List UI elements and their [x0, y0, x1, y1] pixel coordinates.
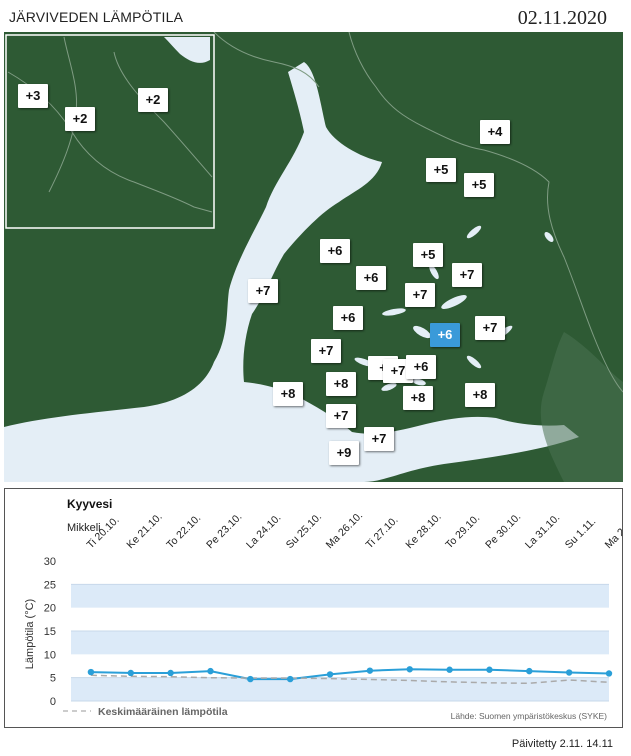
x-tick-label: Pe 30.10.	[483, 511, 523, 551]
lake-chart-panel: 0 5 10 15 20 25 30 Ti 20.10. Ke 21.10. To 22.10.…	[4, 488, 623, 728]
y-tick-label: 25	[44, 579, 56, 591]
temp-label[interactable]: +2	[138, 88, 168, 112]
y-tick-label: 0	[50, 696, 56, 708]
x-tick-label: Ma 26.10.	[324, 510, 366, 552]
x-tick-label: To 29.10.	[443, 512, 482, 551]
data-point	[446, 666, 453, 673]
chart-bands	[71, 583, 609, 702]
temp-label[interactable]: +4	[480, 120, 510, 144]
page-date: 02.11.2020	[517, 7, 607, 29]
x-tick-label: Ti 27.10.	[364, 514, 401, 551]
lake-temperature-line	[90, 668, 610, 681]
x-tick-label: La 31.10.	[523, 512, 562, 551]
data-point	[87, 668, 95, 676]
temp-label[interactable]: +8	[403, 386, 433, 410]
updated-timestamp: Päivitetty 2.11. 14.11	[511, 738, 613, 750]
y-axis-label: Lämpötila (°C)	[24, 599, 36, 669]
y-tick-label: 5	[50, 673, 56, 685]
x-tick-label: Ke 21.10.	[124, 511, 164, 551]
x-tick-label: La 24.10.	[244, 512, 283, 551]
temp-label[interactable]: +5	[413, 243, 443, 267]
map-background	[4, 32, 623, 482]
country-border-north	[213, 32, 320, 88]
data-point	[486, 666, 493, 673]
temp-label[interactable]: +7	[475, 316, 505, 340]
chart-band	[71, 584, 609, 608]
temp-label[interactable]: +5	[464, 173, 494, 197]
temp-label[interactable]: +7	[311, 339, 341, 363]
data-point	[565, 669, 573, 676]
chart-band	[71, 631, 609, 655]
temp-label[interactable]: +6	[356, 266, 386, 290]
chart-points	[87, 666, 613, 683]
y-tick-label: 15	[44, 626, 56, 638]
temp-label[interactable]: +8	[326, 372, 356, 396]
x-tick-label: Su 1.11.	[563, 516, 599, 552]
temp-label[interactable]: +3	[18, 84, 48, 108]
temp-label[interactable]: +6	[320, 239, 350, 263]
lake-temperature-map[interactable]: +3 +2 +2 +4 +5 +5 +6 +5 +6 +7 +7 +7 +6 +…	[4, 32, 623, 482]
x-tick-label: Pe 23.10.	[204, 511, 244, 551]
legend-label[interactable]: Keskimääräinen lämpötila	[98, 706, 228, 718]
temp-label[interactable]: +5	[426, 158, 456, 182]
x-tick-label: Su 25.10.	[284, 511, 324, 551]
data-point	[526, 667, 533, 675]
y-tick-label: 10	[44, 649, 56, 661]
temperature-chart: 0 5 10 15 20 25 30 Ti 20.10. Ke 21.10. To 22.10.…	[24, 497, 622, 721]
lake-name: Kyyvesi	[67, 497, 112, 511]
neighbour-region	[540, 332, 623, 482]
y-axis: 0 5 10 15 20 25 30	[44, 556, 56, 708]
y-tick-label: 30	[44, 556, 56, 568]
lakes	[340, 225, 554, 391]
temp-label[interactable]: +6	[406, 355, 436, 379]
x-axis: Ti 20.10. Ke 21.10. To 22.10. Pe 23.10. La 2…	[85, 510, 622, 552]
chart-lines	[90, 668, 610, 685]
data-point	[207, 667, 214, 675]
country-border	[348, 32, 623, 393]
data-point	[247, 675, 254, 683]
temp-label[interactable]: +6	[333, 306, 363, 330]
temp-label[interactable]: +7	[405, 283, 435, 307]
data-point	[366, 667, 374, 674]
chart-band	[71, 677, 609, 701]
inset-map	[5, 34, 215, 229]
lake-location: Mikkeli	[67, 522, 101, 534]
temp-label[interactable]: +2	[65, 107, 95, 131]
temp-label[interactable]: +7	[248, 279, 278, 303]
data-point	[605, 670, 613, 677]
y-tick-label: 20	[44, 603, 56, 615]
data-point	[326, 671, 334, 678]
data-point	[167, 669, 174, 677]
temp-label[interactable]: +8	[465, 383, 495, 407]
temp-label-selected[interactable]: +6	[430, 323, 460, 347]
data-point	[406, 666, 413, 673]
temp-label[interactable]: +7	[364, 427, 394, 451]
temp-label[interactable]: +8	[273, 382, 303, 406]
x-tick-label: Ke 28.10.	[403, 511, 443, 551]
data-point	[286, 675, 294, 683]
average-temperature-line	[90, 674, 610, 685]
data-point	[127, 669, 134, 677]
temp-label[interactable]: +9	[329, 441, 359, 465]
data-source: Lähde: Suomen ympäristökeskus (SYKE)	[451, 711, 608, 721]
temp-label[interactable]: +7	[326, 404, 356, 428]
page-title: JÄRVIVEDEN LÄMPÖTILA	[9, 9, 184, 25]
temp-label[interactable]: +7	[452, 263, 482, 287]
x-tick-label: Ma 2.11.	[603, 514, 622, 551]
x-tick-label: To 22.10.	[164, 512, 203, 551]
